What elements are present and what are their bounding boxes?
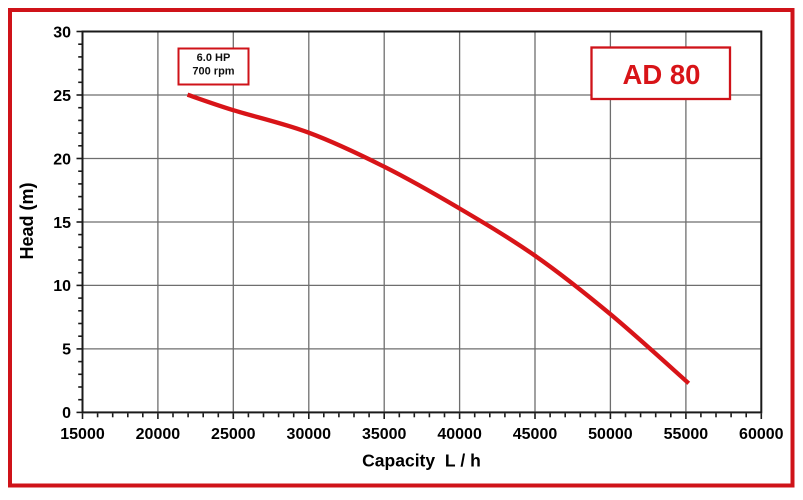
svg-text:10: 10: [53, 278, 71, 295]
svg-text:Capacity L / h: Capacity L / h: [362, 451, 481, 471]
svg-text:35000: 35000: [362, 426, 407, 443]
svg-text:25000: 25000: [211, 426, 256, 443]
svg-text:Head (m): Head (m): [17, 182, 37, 259]
svg-text:0: 0: [62, 405, 71, 422]
svg-text:20: 20: [53, 151, 71, 168]
svg-text:45000: 45000: [513, 426, 558, 443]
svg-text:AD 80: AD 80: [623, 59, 701, 90]
svg-text:15000: 15000: [60, 426, 105, 443]
svg-text:6.0 HP: 6.0 HP: [197, 52, 231, 64]
svg-text:700 rpm: 700 rpm: [192, 66, 234, 78]
svg-text:60000: 60000: [739, 426, 784, 443]
svg-text:55000: 55000: [664, 426, 709, 443]
svg-text:30: 30: [53, 24, 71, 41]
svg-text:30000: 30000: [287, 426, 332, 443]
svg-text:50000: 50000: [588, 426, 633, 443]
svg-text:15: 15: [53, 215, 71, 232]
svg-text:40000: 40000: [437, 426, 482, 443]
svg-text:5: 5: [62, 342, 71, 359]
svg-text:25: 25: [53, 88, 71, 105]
svg-text:20000: 20000: [136, 426, 181, 443]
